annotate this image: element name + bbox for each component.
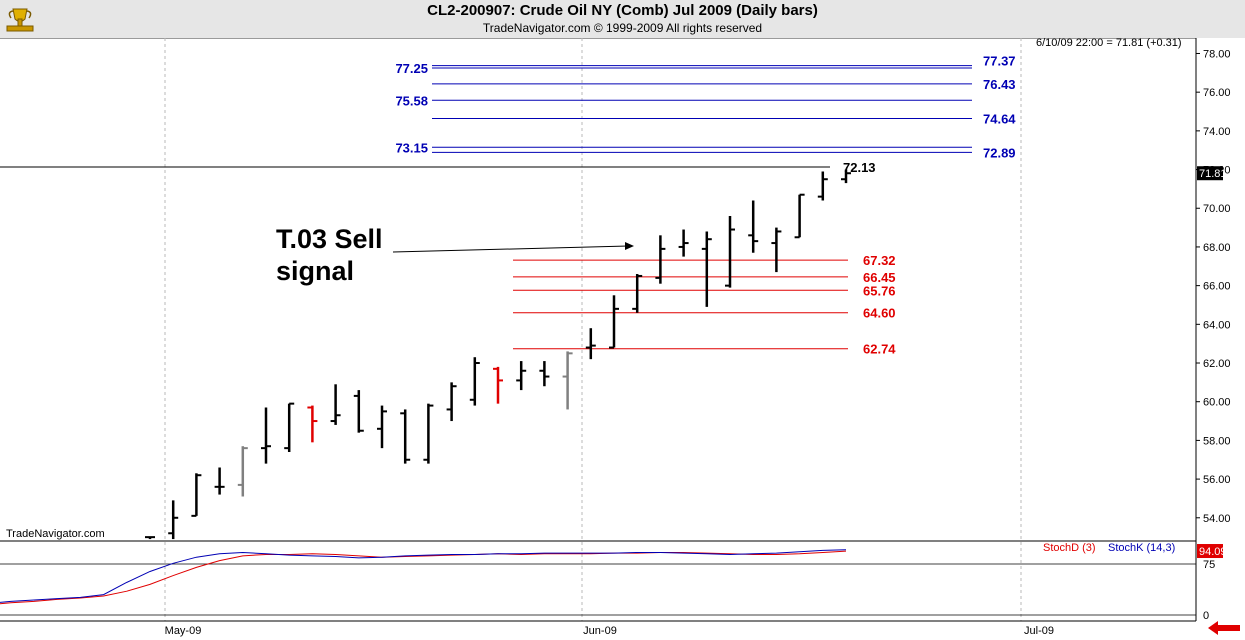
y-tick-label: 64.00 — [1203, 319, 1231, 331]
stoch-series-line — [0, 550, 847, 605]
current-price-tag — [1197, 166, 1223, 181]
y-tick-label: 76.00 — [1203, 87, 1231, 99]
ohlc-bar — [748, 200, 759, 253]
annotation-line1: T.03 Sell — [276, 224, 383, 254]
y-tick-label: 54.00 — [1203, 513, 1231, 525]
stoch-last-value-tag — [1197, 544, 1223, 559]
left-arrow-icon[interactable] — [1206, 620, 1242, 636]
ohlc-bar — [771, 227, 782, 273]
level-label: 75.58 — [395, 93, 428, 108]
level-label: 77.25 — [395, 61, 428, 76]
ohlc-bar — [817, 171, 828, 201]
y-tick-label: 56.00 — [1203, 474, 1231, 486]
level-label: 74.64 — [983, 111, 1016, 126]
chart-title: CL2-200907: Crude Oil NY (Comb) Jul 2009… — [427, 2, 818, 19]
y-tick-label: 58.00 — [1203, 435, 1231, 447]
ohlc-bar — [678, 229, 689, 257]
ohlc-bar — [307, 405, 318, 443]
ohlc-bar — [145, 536, 155, 540]
ohlc-bar — [725, 215, 735, 288]
ohlc-bar — [632, 274, 643, 313]
level-label: 73.15 — [395, 140, 428, 155]
ohlc-bar — [794, 193, 805, 239]
y-tick-label: 68.00 — [1203, 242, 1231, 254]
annotation-line2: signal — [276, 256, 354, 286]
ohlc-bar — [562, 351, 573, 410]
ohlc-bar — [400, 409, 411, 464]
ohlc-bar — [701, 231, 712, 307]
stoch-series-line — [0, 549, 847, 603]
ohlc-bar — [330, 384, 341, 425]
y-tick-label: 70.00 — [1203, 203, 1231, 215]
ohlc-bar — [655, 235, 666, 284]
ohlc-bar — [168, 500, 179, 540]
y-tick-label: 62.00 — [1203, 358, 1231, 370]
ohlc-bar — [609, 295, 619, 349]
level-label: 72.89 — [983, 145, 1016, 160]
current-price-tag-label: 71.81 — [1199, 168, 1227, 180]
ohlc-bar — [191, 473, 202, 517]
ohlc-bar — [377, 405, 387, 449]
status-readout: 6/10/09 22:00 = 71.81 (+0.31) — [1036, 38, 1182, 49]
y-axis — [1196, 38, 1245, 640]
stoch-legend-d: StochD (3) — [1043, 542, 1096, 554]
annotation-arrow — [392, 242, 634, 253]
chart-subtitle: TradeNavigator.com © 1999-2009 All right… — [482, 21, 763, 35]
level-label: 62.74 — [863, 342, 896, 357]
stoch-y-tick-label: 0 — [1203, 610, 1209, 622]
ohlc-bar — [284, 402, 295, 453]
ohlc-bar — [261, 407, 271, 464]
price-chart[interactable]: 72.13 77.37 77.25 76.43 75.58 74.64 73.15 72.89… — [0, 38, 1245, 640]
ohlc-bar — [353, 390, 364, 433]
level-label: 64.60 — [863, 306, 896, 321]
level-label: 72.13 — [843, 160, 876, 175]
title-bar: CL2-200907: Crude Oil NY (Comb) Jul 2009… — [0, 0, 1245, 39]
y-tick-label: 60.00 — [1203, 397, 1231, 409]
y-tick-label: 74.00 — [1203, 126, 1231, 138]
level-label: 66.45 — [863, 270, 896, 285]
x-tick-label: Jun-09 — [583, 625, 617, 637]
level-label: 65.76 — [863, 283, 896, 298]
ohlc-bar — [469, 357, 480, 406]
watermark: TradeNavigator.com — [6, 528, 105, 540]
ohlc-bar — [539, 361, 550, 387]
stoch-legend-k: StochK (14,3) — [1108, 542, 1175, 554]
y-tick-label: 78.00 — [1203, 48, 1231, 60]
level-label: 67.32 — [863, 253, 896, 268]
level-label: 77.37 — [983, 54, 1016, 69]
level-label: 76.43 — [983, 77, 1016, 92]
stoch-y-tick-label: 75 — [1203, 559, 1215, 571]
ohlc-bar — [237, 446, 248, 497]
ohlc-bar — [214, 467, 225, 495]
ohlc-bar — [516, 361, 527, 391]
ohlc-bar — [841, 169, 851, 184]
x-tick-label: Jul-09 — [1024, 625, 1054, 637]
x-tick-label: May-09 — [165, 625, 202, 637]
ohlc-bar — [446, 382, 457, 422]
stoch-last-value-label: 94.09 — [1199, 546, 1227, 558]
y-tick-label: 66.00 — [1203, 281, 1231, 293]
ohlc-bar — [423, 403, 434, 464]
ohlc-bar — [493, 366, 503, 404]
ohlc-bar — [585, 328, 596, 360]
trophy-logo-icon — [6, 8, 34, 32]
